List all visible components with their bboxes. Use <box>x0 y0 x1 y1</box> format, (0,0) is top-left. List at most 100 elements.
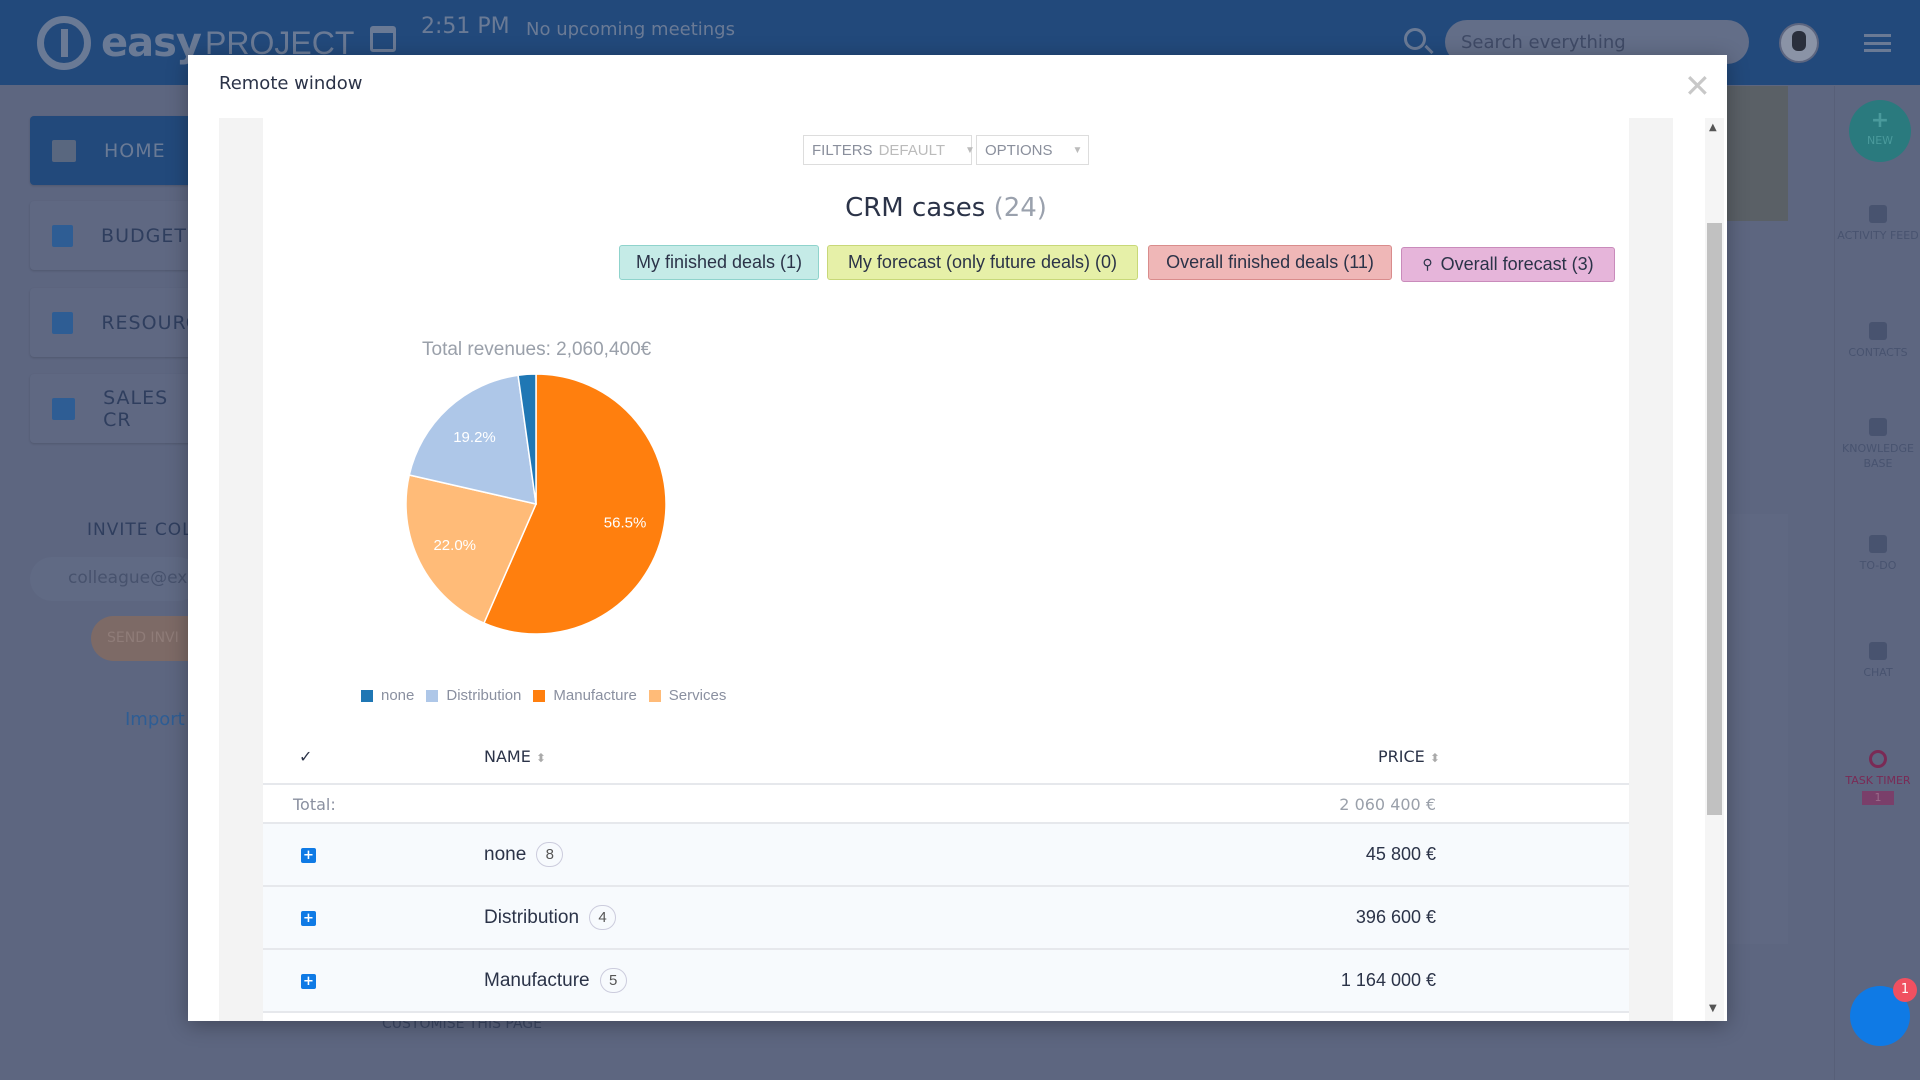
filters-label: FILTERS <box>812 141 873 159</box>
pie-chart: 56.5% 22.0% 19.2% <box>405 373 667 635</box>
expand-icon[interactable]: + <box>301 911 316 926</box>
legend-item-manufacture[interactable]: Manufacture <box>533 687 637 704</box>
total-divider <box>263 822 1629 824</box>
legend-swatch <box>533 689 546 702</box>
legend-label: none <box>381 687 415 704</box>
app-logo[interactable]: easy PROJECT <box>37 14 354 72</box>
close-icon[interactable]: ✕ <box>1684 67 1711 105</box>
search-icon[interactable] <box>1404 28 1426 50</box>
logo-icon <box>37 16 91 70</box>
expand-icon[interactable]: + <box>301 974 316 989</box>
sort-icon: ⬍ <box>535 751 546 765</box>
rail-label: ACTIVITY FEED <box>1837 229 1919 242</box>
sidebar-item-budgets[interactable]: BUDGETS <box>30 201 200 270</box>
badge-label: Overall finished deals (11) <box>1166 252 1374 272</box>
select-all-check[interactable]: ✓ <box>299 747 313 766</box>
upcoming-meetings[interactable]: No upcoming meetings <box>526 19 735 40</box>
legend-item-none[interactable]: none <box>361 687 414 704</box>
logo-subtext: PROJECT <box>205 24 355 61</box>
group-price: 396 600 € <box>1355 907 1436 927</box>
rail-chat[interactable]: CHAT <box>1836 642 1920 681</box>
calendar-icon[interactable] <box>370 26 396 52</box>
sidebar-item-home[interactable]: HOME <box>30 116 200 185</box>
rail-task-timer[interactable]: TASK TIMER 1 <box>1836 750 1920 806</box>
badge-label: My finished deals (1) <box>635 252 803 272</box>
modal-title: Remote window <box>219 73 363 94</box>
scroll-up-icon[interactable]: ▲ <box>1709 122 1717 133</box>
pie-slice-manufacture[interactable] <box>482 373 667 635</box>
legend-label: Manufacture <box>553 687 637 704</box>
menu-icon[interactable] <box>1864 34 1891 52</box>
expand-icon[interactable]: + <box>301 848 316 863</box>
page-title: CRM cases (24) <box>263 193 1629 223</box>
name-header-label: NAME <box>484 747 531 766</box>
flag-icon <box>1869 205 1887 223</box>
filters-dropdown[interactable]: FILTERS DEFAULT ▼ <box>803 135 975 165</box>
group-name: Manufacture <box>484 969 590 991</box>
total-label: Total: <box>293 795 336 814</box>
table-row[interactable]: + Manufacture 5 1 164 000 € <box>263 950 1629 1013</box>
price-header-label: PRICE <box>1378 747 1425 766</box>
pie-slice-services[interactable] <box>405 474 538 625</box>
rail-label: TASK TIMER <box>1845 774 1911 787</box>
overall-finished-deals-button[interactable]: Overall finished deals (11) <box>1148 245 1392 280</box>
rail-label: TO-DO <box>1859 559 1897 572</box>
legend-swatch <box>361 689 373 702</box>
chat-badge: 1 <box>1893 978 1917 1002</box>
rail-activity-feed[interactable]: ACTIVITY FEED <box>1836 205 1920 244</box>
badge-label: My forecast (only future deals) (0) <box>847 252 1118 272</box>
pie-slice-distribution[interactable] <box>408 374 537 505</box>
invite-email-input[interactable]: colleague@ex <box>30 557 200 601</box>
total-value: 2 060 400 € <box>1339 795 1436 814</box>
scrollbar-thumb[interactable] <box>1707 223 1722 815</box>
person-icon <box>1869 322 1887 340</box>
options-dropdown[interactable]: OPTIONS ▼ <box>976 135 1089 165</box>
my-finished-deals-button[interactable]: My finished deals (1) <box>619 245 819 280</box>
sidebar-item-label: RESOURC <box>101 311 200 334</box>
pie-slice-none[interactable] <box>517 373 537 505</box>
legend-swatch <box>648 689 661 702</box>
budget-icon <box>52 224 74 247</box>
sidebar-item-label: SALES CR <box>103 386 169 431</box>
group-count: 8 <box>536 842 564 867</box>
lightbulb-icon <box>1869 418 1887 436</box>
logo-text: easy <box>101 20 202 66</box>
table-row[interactable]: + Distribution 4 396 600 € <box>263 887 1629 950</box>
my-forecast-button[interactable]: My forecast (only future deals) (0) <box>827 245 1138 280</box>
clock-time: 2:51 PM <box>421 14 510 39</box>
price-column-header[interactable]: PRICE ⬍ <box>1378 747 1440 766</box>
sidebar-item-label: HOME <box>104 139 166 162</box>
title-text: CRM cases <box>845 193 986 223</box>
rail-contacts[interactable]: CONTACTS <box>1836 322 1920 361</box>
rail-label: KNOWLEDGE BASE <box>1842 442 1914 470</box>
table-row[interactable]: + none 8 45 800 € <box>263 824 1629 887</box>
background-panel <box>1727 514 1788 944</box>
document-icon <box>52 311 74 334</box>
legend-item-distribution[interactable]: Distribution <box>426 687 521 704</box>
overall-forecast-button[interactable]: ⚲ Overall forecast (3) <box>1401 247 1615 282</box>
options-label: OPTIONS <box>985 141 1053 159</box>
chevron-down-icon: ▼ <box>964 144 975 156</box>
sidebar-item-sales-crm[interactable]: SALES CR <box>30 374 200 443</box>
avatar[interactable] <box>1779 23 1819 63</box>
chevron-down-icon: ▼ <box>1072 144 1083 156</box>
rail-label: CONTACTS <box>1848 346 1908 359</box>
background-card <box>1715 86 1788 221</box>
pie-data-label: 22.0% <box>433 537 476 554</box>
scroll-down-icon[interactable]: ▼ <box>1709 1003 1717 1014</box>
pie-data-label: 19.2% <box>453 429 496 446</box>
left-gutter <box>219 118 263 1021</box>
legend-item-services[interactable]: Services <box>648 687 726 704</box>
group-name: Distribution <box>484 906 580 928</box>
rail-knowledge-base[interactable]: KNOWLEDGE BASE <box>1836 418 1920 472</box>
sidebar-item-resources[interactable]: RESOURC <box>30 288 200 357</box>
new-button[interactable]: + NEW <box>1849 100 1911 162</box>
import-link[interactable]: Import <box>125 709 185 730</box>
remote-window-modal: Remote window ✕ ▲ ▼ FILTERS DEFAULT ▼ OPTI… <box>188 55 1727 1021</box>
clipboard-check-icon <box>1869 535 1887 553</box>
legend-label: Distribution <box>446 687 522 704</box>
rail-todo[interactable]: TO-DO <box>1836 535 1920 574</box>
group-name: none <box>484 843 527 865</box>
chart-legend: none Distribution Manufacture Services <box>361 687 726 704</box>
name-column-header[interactable]: NAME ⬍ <box>484 747 546 766</box>
